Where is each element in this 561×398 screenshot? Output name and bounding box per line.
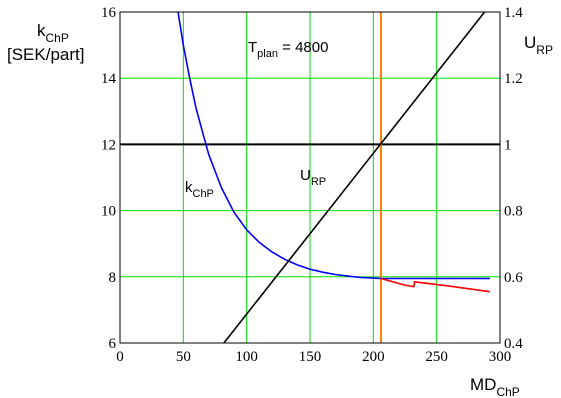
y-right-tick-label: 0.8 [504,204,523,220]
x-tick-label: 50 [176,349,191,365]
y-right-tick-label: 0.6 [504,270,523,286]
x-tick-label: 0 [116,349,124,365]
y-right-tick-label: 1.2 [504,71,523,87]
annotation-t-plan: Tplan = 4800 [248,39,328,60]
y-left-tick-label: 6 [109,336,117,352]
u-line [223,12,486,343]
y-left-tick-label: 12 [101,137,116,153]
y-right-tick-label: 1.4 [504,5,523,21]
x-tick-label: 100 [235,349,258,365]
x-tick-label: 150 [299,349,322,365]
y-right-tick-label: 0.4 [504,336,523,352]
y-left-tick-label: 10 [101,204,116,220]
ticks: 0 50 100 150 200 250 300 6 8 10 12 14 16 0.4 0.6 0.8 1 1.… [101,5,523,365]
plot-frame [119,11,501,344]
k-curve-label: kChP [185,179,214,200]
x-axis-label: MDChP [470,375,520,398]
x-tick-label: 200 [362,349,385,365]
series [120,12,500,343]
u-line-label: URP [300,167,326,188]
k-curve [177,12,490,280]
red-curve [380,277,491,293]
y-right-label: URP [524,33,553,57]
x-tick-label: 250 [425,349,448,365]
y-left-tick-label: 16 [101,5,117,21]
y-right-tick-label: 1 [504,137,512,153]
y-left-tick-label: 8 [109,270,117,286]
y-left-label: kChP [37,21,69,45]
y-left-unit: [SEK/part] [7,45,84,64]
x-tick-label: 300 [489,349,512,365]
y-left-tick-label: 14 [101,71,117,87]
